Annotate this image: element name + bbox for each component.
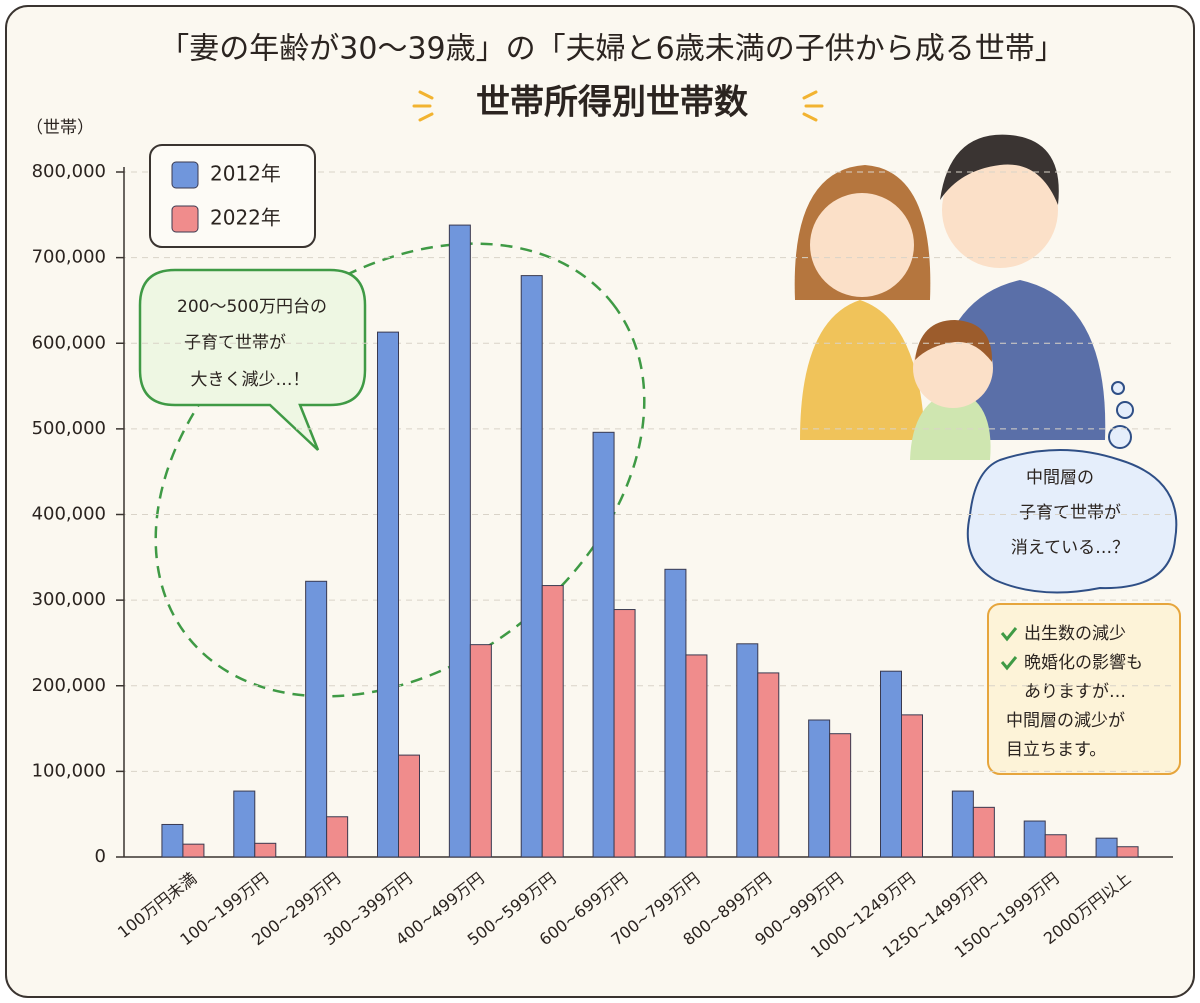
bar: [664, 568, 687, 858]
family-illustration: [794, 134, 1106, 460]
legend-swatch: [171, 161, 199, 189]
y-tick-label: 0: [95, 846, 106, 867]
note-text: 出生数の減少: [1024, 624, 1126, 644]
note-box: [987, 603, 1181, 775]
chart-title: 「妻の年齢が30～39歳」の「夫婦と6歳未満の子供から成る世帯」: [159, 32, 1064, 67]
y-tick-label: 300,000: [32, 589, 106, 610]
bar: [613, 609, 636, 858]
y-tick-label: 600,000: [32, 332, 106, 353]
bar: [685, 654, 708, 858]
callout-bubble: [138, 268, 367, 451]
bar: [736, 643, 759, 858]
thought-text: 子育て世帯が: [1019, 503, 1121, 523]
chart-subtitle: 世帯所得別世帯数: [476, 83, 748, 123]
bar: [377, 331, 399, 858]
bar: [901, 714, 923, 858]
legend-label: 2012年: [210, 162, 281, 186]
bar: [326, 816, 349, 858]
bar: [254, 842, 277, 858]
thought-text: 消えている…？: [1011, 538, 1129, 558]
bar: [972, 806, 995, 858]
bar: [829, 733, 852, 858]
bar: [161, 823, 184, 858]
bar: [520, 275, 543, 858]
bar: [541, 585, 564, 858]
sparkle: [412, 90, 824, 122]
y-axis-label: （世帯）: [26, 118, 94, 138]
bar: [1095, 837, 1118, 858]
y-tick-label: 700,000: [32, 247, 106, 268]
bar: [880, 670, 902, 858]
thought-bubble: [966, 381, 1178, 594]
bar: [1116, 846, 1139, 858]
y-tick-label: 800,000: [32, 161, 106, 182]
y-tick-label: 400,000: [32, 504, 106, 525]
bar: [182, 843, 205, 858]
y-tick-label: 100,000: [32, 760, 106, 781]
y-tick-label: 500,000: [32, 418, 106, 439]
thought-text: 中間層の: [1026, 468, 1094, 488]
bar: [1044, 834, 1067, 858]
callout-text: 200～500万円台の: [177, 297, 327, 317]
check-icon: [1000, 627, 1018, 671]
bar: [757, 672, 780, 858]
bar: [448, 224, 471, 858]
legend-label: 2022年: [210, 206, 281, 230]
bar: [398, 754, 420, 858]
bar: [1023, 820, 1046, 858]
callout-text: 大きく減少…！: [191, 370, 310, 390]
y-tick-label: 200,000: [32, 675, 106, 696]
note-text: 目立ちます。: [1006, 740, 1106, 760]
bar: [233, 790, 256, 858]
bar: [305, 580, 328, 858]
bar: [951, 790, 974, 858]
bar: [469, 644, 492, 858]
note-text: 中間層の減少が: [1006, 711, 1125, 731]
note-text: 晩婚化の影響も: [1024, 653, 1143, 673]
bar: [808, 719, 831, 858]
bar: [592, 431, 615, 858]
note-text: ありますが…: [1024, 682, 1126, 702]
legend-swatch: [171, 205, 199, 233]
